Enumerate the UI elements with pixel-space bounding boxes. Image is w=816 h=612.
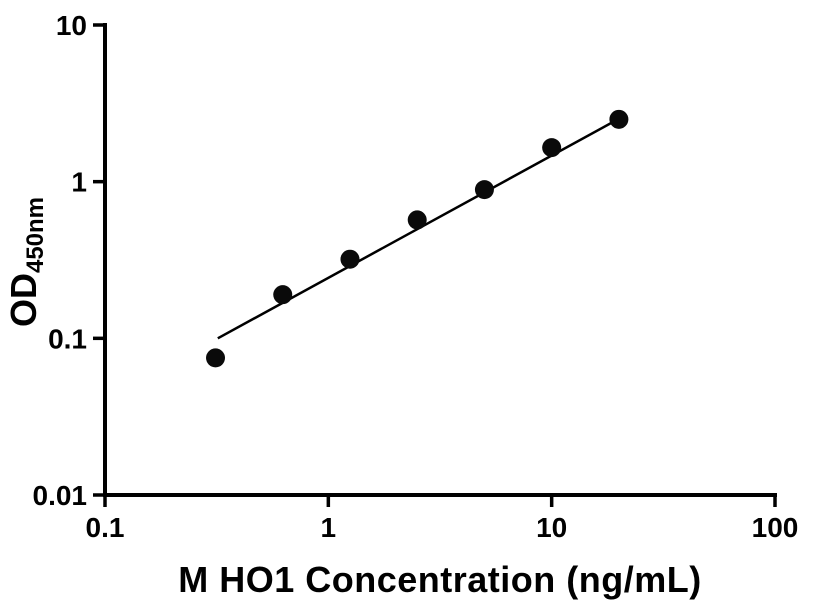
data-point-marker (609, 109, 629, 129)
x-axis-title: M HO1 Concentration (ng/mL) (178, 559, 701, 600)
data-point-marker (474, 180, 494, 200)
x-tick-label: 0.1 (86, 512, 125, 543)
y-tick-label: 0.1 (48, 323, 87, 354)
data-point-marker (542, 138, 562, 158)
x-tick-label: 100 (752, 512, 799, 543)
data-point-marker (407, 210, 427, 230)
y-tick-label: 1 (71, 167, 87, 198)
y-axis-title-main: OD (3, 273, 44, 327)
y-axis-title: OD450nm (3, 197, 49, 327)
y-tick-label: 10 (56, 10, 87, 41)
data-point-marker (273, 285, 293, 305)
y-axis-title-sub: 450nm (22, 197, 49, 273)
data-point-marker (340, 249, 360, 269)
data-point-marker (206, 348, 226, 368)
y-tick-label: 0.01 (33, 480, 88, 511)
x-tick-label: 10 (536, 512, 567, 543)
x-tick-label: 1 (321, 512, 337, 543)
